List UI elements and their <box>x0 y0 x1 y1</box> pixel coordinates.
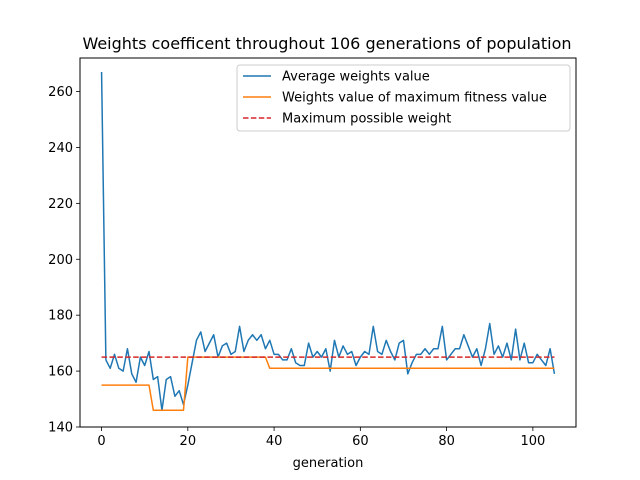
y-tick-label: 140 <box>48 421 73 436</box>
x-axis-label: generation <box>293 456 364 471</box>
x-tick-label: 80 <box>438 434 455 449</box>
legend-box <box>236 64 571 132</box>
series-line-1 <box>100 71 556 411</box>
x-axis: 0 20 40 60 80 100 <box>97 427 545 449</box>
y-tick-label: 260 <box>48 85 73 100</box>
legend: Average weights value Weights value of ma… <box>236 64 571 132</box>
y-tick-label: 200 <box>48 253 73 268</box>
y-tick-label: 240 <box>48 141 73 156</box>
series-layer <box>100 71 556 411</box>
chart-title: Weights coefficent throughout 106 genera… <box>82 34 571 53</box>
x-tick-label: 100 <box>520 434 545 449</box>
y-tick-label: 180 <box>48 309 73 324</box>
x-tick-label: 0 <box>97 434 105 449</box>
legend-label: Average weights value <box>282 70 430 85</box>
x-tick-label: 20 <box>180 434 197 449</box>
x-tick-label: 60 <box>352 434 369 449</box>
y-tick-label: 220 <box>48 197 73 212</box>
x-tick-label: 40 <box>266 434 283 449</box>
legend-label: Maximum possible weight <box>282 112 451 127</box>
y-tick-label: 160 <box>48 365 73 380</box>
legend-label: Weights value of maximum fitness value <box>282 91 547 106</box>
series-line-2 <box>101 356 555 411</box>
plot-frame <box>79 57 577 428</box>
y-axis: 140 160 180 200 220 240 260 <box>48 85 80 436</box>
